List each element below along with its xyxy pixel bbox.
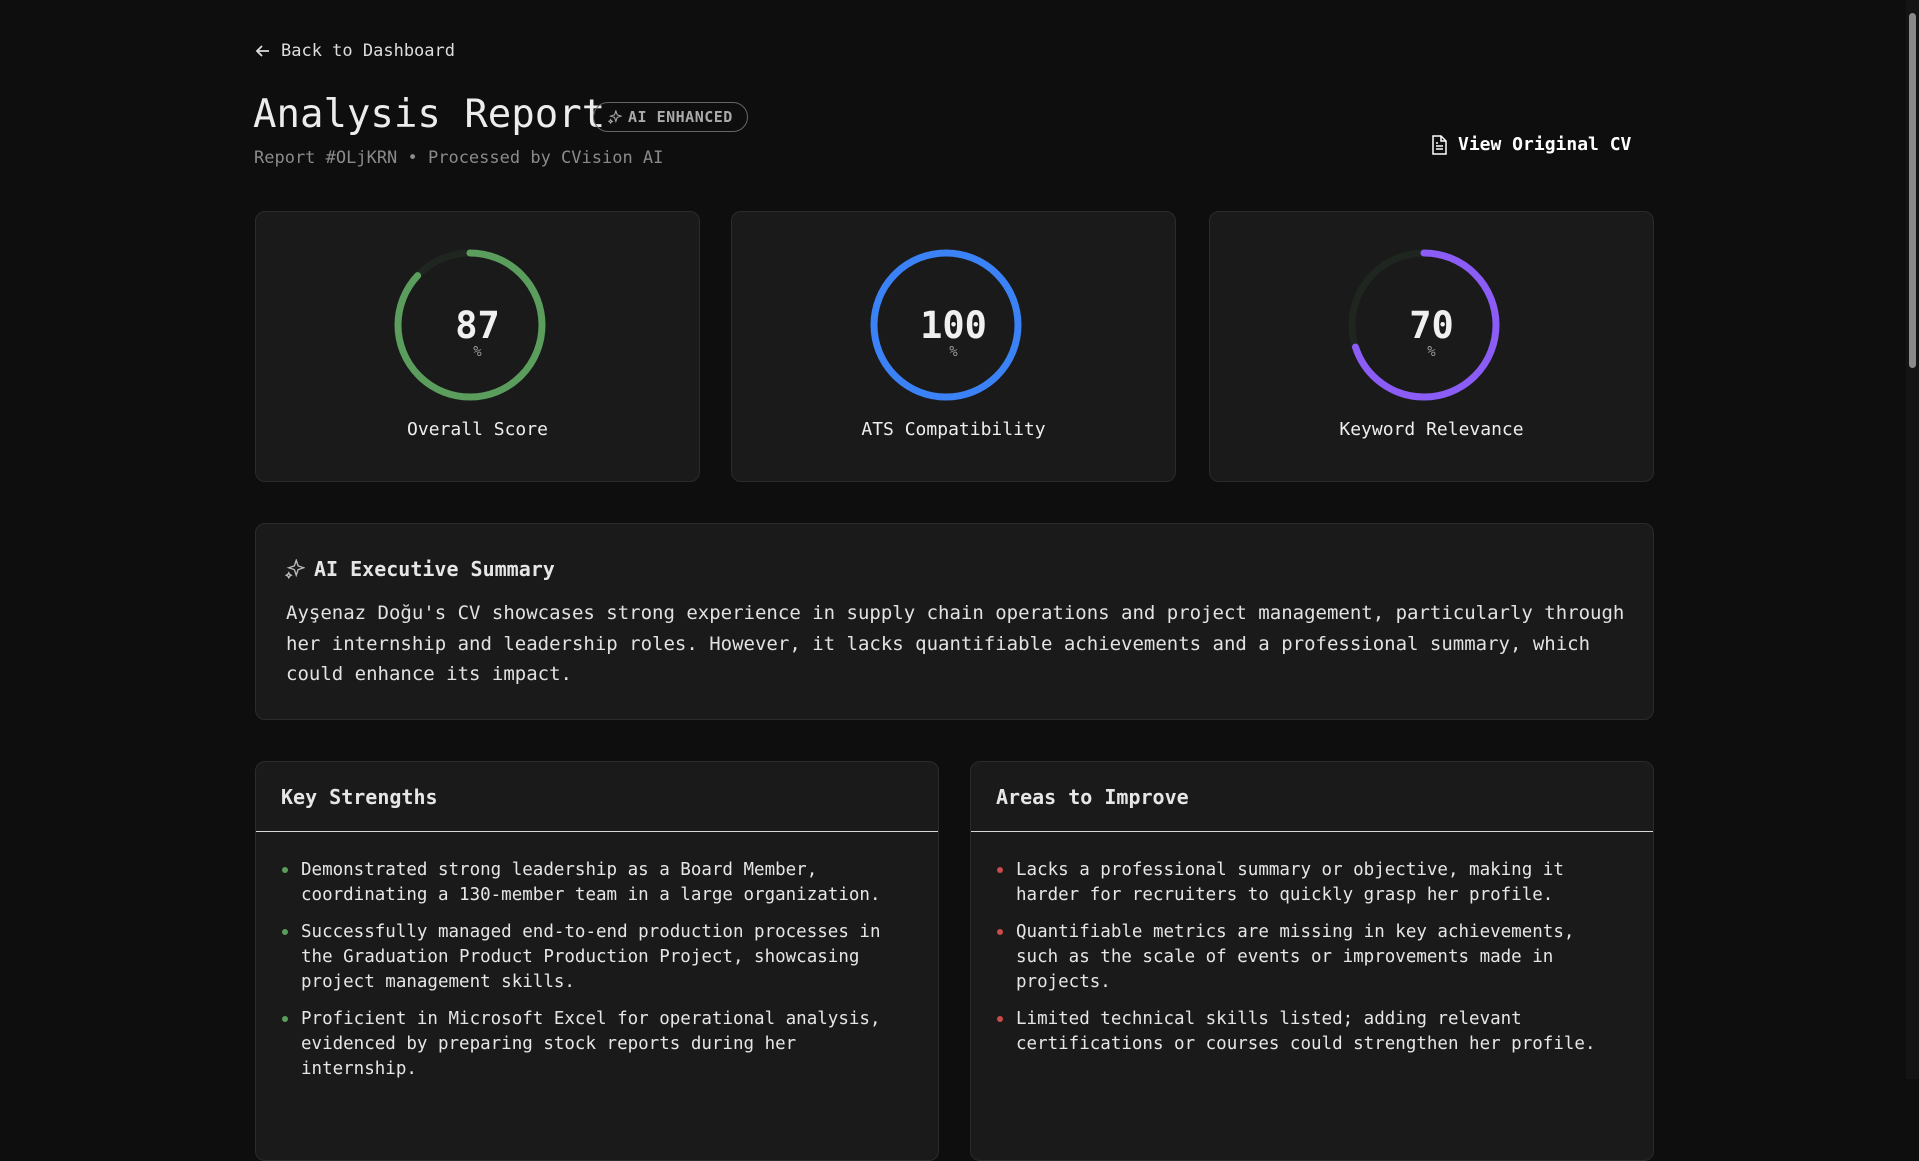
score-unit: % <box>949 344 958 360</box>
sparkle-icon <box>285 559 305 579</box>
summary-card: AI Executive Summary Ayşenaz Doğu's CV s… <box>255 523 1654 720</box>
gauge-arc <box>1348 249 1500 401</box>
sparkle-icon <box>608 110 622 124</box>
list-item: Demonstrated strong leadership as a Boar… <box>281 858 898 908</box>
gauge-arc <box>394 249 546 401</box>
score-label: Keyword Relevance <box>1339 419 1524 440</box>
list-item: Successfully managed end-to-end producti… <box>281 920 898 995</box>
summary-text: Ayşenaz Doğu's CV showcases strong exper… <box>286 602 1625 685</box>
gauge-arc <box>870 249 1022 401</box>
list-item: Proficient in Microsoft Excel for operat… <box>281 1007 898 1082</box>
improvements-list: Lacks a professional summary or objectiv… <box>971 832 1653 1057</box>
back-text: Back to Dashboard <box>281 41 455 61</box>
score-value: 87 <box>455 304 500 347</box>
badge-text: AI ENHANCED <box>628 108 733 126</box>
badge: AI ENHANCED <box>593 102 748 132</box>
score-card: 70% Keyword Relevance <box>1209 211 1654 482</box>
back-link[interactable]: Back to Dashboard <box>255 41 455 61</box>
score-unit: % <box>473 344 482 360</box>
summary-title: AI Executive Summary <box>314 557 555 581</box>
list-item: Limited technical skills listed; adding … <box>996 1007 1613 1057</box>
score-value: 70 <box>1409 304 1454 347</box>
score-label: ATS Compatibility <box>861 419 1046 440</box>
view-cv-button[interactable]: View Original CV <box>1431 134 1631 155</box>
score-value: 100 <box>920 304 987 347</box>
subtitle: Report #OLjKRN • Processed by CVision AI <box>254 148 664 168</box>
panel-title: Areas to Improve <box>971 762 1653 832</box>
score-card: 100% ATS Compatibility <box>731 211 1176 482</box>
score-gauge <box>1348 249 1500 401</box>
summary-heading: AI Executive Summary <box>285 557 555 581</box>
page-title: Analysis Report <box>253 92 606 137</box>
back-icon <box>255 45 269 57</box>
list-item: Quantifiable metrics are missing in key … <box>996 920 1613 995</box>
view-cv-text: View Original CV <box>1458 134 1632 155</box>
score-gauge <box>870 249 1022 401</box>
score-card: 87% Overall Score <box>255 211 700 482</box>
score-unit: % <box>1427 344 1436 360</box>
score-label: Overall Score <box>407 419 548 440</box>
doc-icon <box>1432 134 1447 155</box>
strengths-panel: Key Strengths Demonstrated strong leader… <box>255 761 939 1161</box>
strengths-list: Demonstrated strong leadership as a Boar… <box>256 832 938 1082</box>
improvements-panel: Areas to Improve Lacks a professional su… <box>970 761 1654 1161</box>
score-gauge <box>394 249 546 401</box>
panel-title: Key Strengths <box>256 762 938 832</box>
list-item: Lacks a professional summary or objectiv… <box>996 858 1613 908</box>
scrollbar-thumb[interactable] <box>1909 13 1916 368</box>
page: Back to Dashboard Analysis Report AI ENH… <box>253 13 1916 1161</box>
